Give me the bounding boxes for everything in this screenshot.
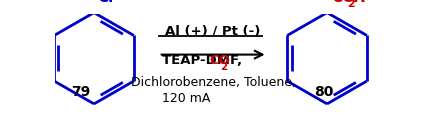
- Text: CO: CO: [208, 54, 230, 67]
- Text: Cl: Cl: [97, 0, 113, 5]
- Text: 120 mA: 120 mA: [161, 92, 209, 105]
- Text: TEAP-DMF,: TEAP-DMF,: [162, 54, 246, 67]
- Text: 2: 2: [347, 0, 354, 9]
- Text: 80: 80: [313, 85, 332, 99]
- Text: Dichlorobenzene, Toluene,: Dichlorobenzene, Toluene,: [130, 76, 295, 89]
- Text: 2: 2: [220, 62, 227, 72]
- Text: H: H: [352, 0, 364, 5]
- Text: 79: 79: [71, 85, 90, 99]
- Text: CO: CO: [331, 0, 355, 5]
- Text: Al (+) / Pt (-): Al (+) / Pt (-): [165, 24, 260, 37]
